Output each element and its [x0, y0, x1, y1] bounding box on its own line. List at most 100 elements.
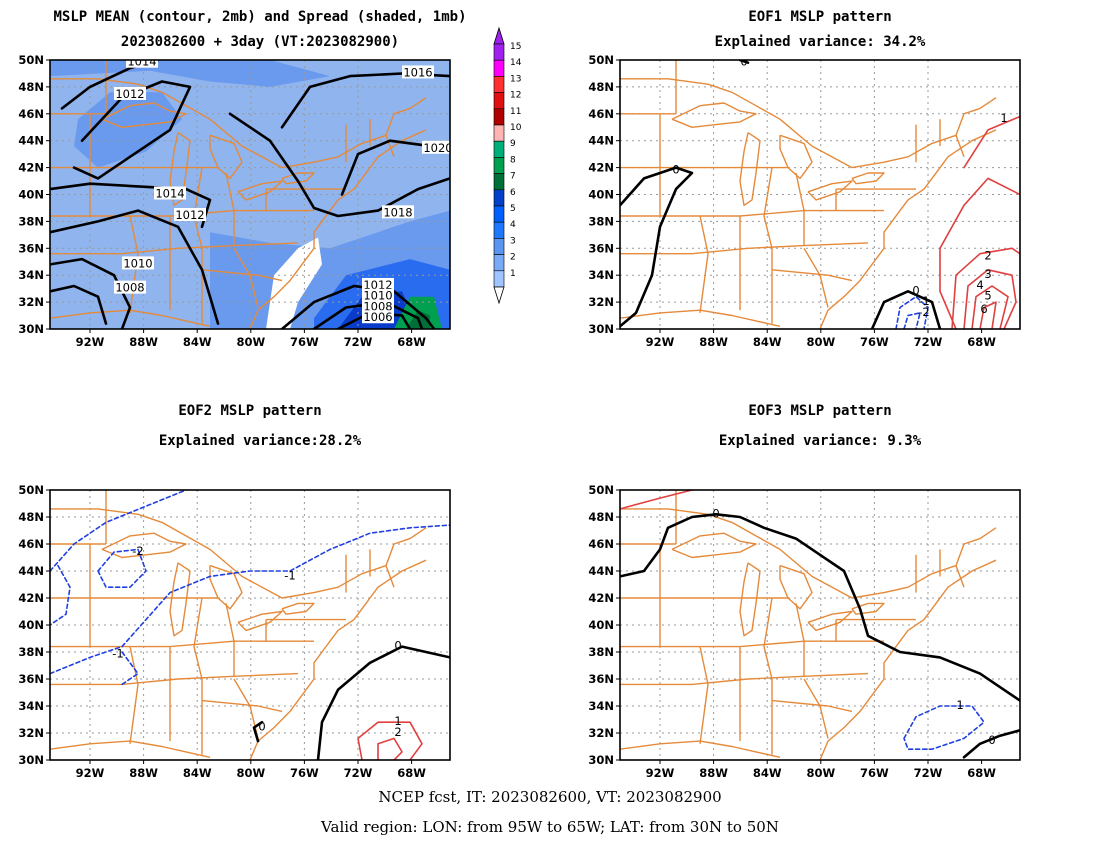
coastline-border	[763, 167, 773, 324]
lat-label: 48N	[18, 80, 44, 94]
lat-label: 38N	[588, 214, 614, 228]
coastline-border	[795, 172, 805, 246]
contour-label-bg	[362, 299, 394, 313]
spread-colorbar: 15 14 13 12 11 10 9 8 7 6 5 4 3 2 1	[493, 26, 522, 305]
lon-label: 84W	[753, 766, 782, 780]
coastline-border	[620, 209, 884, 217]
contour-label: 1008	[115, 281, 144, 295]
lat-label: 40N	[18, 618, 44, 632]
coastline-border	[620, 508, 997, 599]
contour-line	[377, 737, 403, 760]
contour-label: 2	[394, 725, 401, 739]
contour-label-bg	[114, 86, 146, 100]
coastline-border	[795, 603, 805, 677]
lon-label: 92W	[76, 335, 105, 349]
lon-label: 88W	[699, 766, 728, 780]
map-panel-4: 0 1 0 50N 48N 46N 44N 42N 40N 38N 36N 34N 32N 30N 92W 8…	[588, 483, 1021, 780]
coastline-border	[249, 559, 427, 760]
lat-label: 50N	[588, 53, 614, 67]
lat-label: 42N	[18, 161, 44, 175]
lon-label: 76W	[290, 766, 319, 780]
contour-line	[951, 247, 1020, 329]
coastline-border	[620, 78, 997, 169]
coastline-border	[169, 132, 191, 206]
contour-label: 1020	[423, 141, 452, 155]
map-area: -1 -2 -1 0 12 0	[50, 490, 450, 760]
colorbar-swatch	[493, 238, 505, 255]
colorbar-label: 2	[510, 253, 516, 263]
coastline-border	[225, 172, 235, 246]
lat-label: 44N	[18, 134, 44, 148]
contour-label: 0	[712, 506, 719, 520]
contour-label: 1018	[383, 205, 412, 219]
lon-label: 72W	[914, 766, 943, 780]
contour-label: 2	[984, 248, 991, 262]
contour-line	[963, 269, 1017, 329]
colorbar-swatch	[493, 157, 505, 174]
lat-label: 46N	[18, 537, 44, 551]
lat-label: 30N	[18, 753, 44, 767]
contour-line	[903, 705, 985, 750]
colorbar-swatch	[493, 59, 505, 77]
colorbar-swatch	[493, 43, 505, 61]
colorbar-swatch	[493, 76, 505, 93]
colorbar-label: 11	[510, 107, 521, 117]
lat-label: 34N	[588, 699, 614, 713]
coastline-border	[955, 565, 965, 588]
contour-line	[870, 290, 942, 329]
panel3-title-line2: Explained variance:28.2%	[158, 433, 362, 449]
contour-label-bg	[126, 60, 158, 68]
contour-line	[50, 524, 450, 675]
lat-label: 48N	[18, 510, 44, 524]
lat-label: 46N	[18, 107, 44, 121]
lat-label: 32N	[18, 726, 44, 740]
lat-label: 48N	[588, 80, 614, 94]
contour-label: 0	[912, 283, 919, 297]
coastline-border	[803, 678, 829, 739]
coastline-border	[50, 242, 299, 255]
map-panel-2: 001234560-1-250N48N46N44N42N40N38N36N34N…	[588, 53, 1021, 349]
lon-label: 72W	[344, 766, 373, 780]
lon-label: 72W	[914, 335, 943, 349]
lat-label: 46N	[588, 107, 614, 121]
contour-label: 0	[258, 720, 265, 734]
lat-label: 38N	[18, 214, 44, 228]
coastline-border	[771, 269, 853, 282]
coastline-border	[699, 646, 709, 744]
contour-line	[357, 721, 423, 760]
contour-label-bg	[174, 208, 206, 222]
contour-line	[121, 651, 139, 686]
colorbar-swatch	[493, 254, 505, 272]
coastline-border	[739, 562, 761, 637]
lon-label: 76W	[860, 766, 889, 780]
colorbar-swatch	[493, 108, 505, 126]
lon-label: 68W	[397, 766, 426, 780]
spread-shade-northwest	[74, 92, 182, 168]
lon-label: 88W	[129, 766, 158, 780]
coastline-border	[385, 565, 395, 588]
lat-label: 34N	[18, 699, 44, 713]
contour-label: 0	[672, 162, 679, 176]
contour-line	[50, 209, 220, 325]
coastline-border	[620, 672, 869, 686]
coastline-border	[225, 603, 235, 677]
coastline-border	[129, 646, 139, 744]
contour-line	[620, 490, 693, 510]
contour-line	[971, 285, 1009, 329]
map-area: 0 1 0	[620, 490, 1020, 760]
contour-line	[963, 115, 1020, 169]
contour-line	[903, 312, 921, 329]
colorbar-label: 15	[510, 42, 521, 52]
lon-label: 92W	[76, 766, 105, 780]
contour-label: 1	[956, 698, 963, 712]
lat-label: 40N	[588, 618, 614, 632]
colorbar-label: 1	[510, 269, 516, 279]
lon-label: 88W	[129, 335, 158, 349]
coastline-border	[237, 610, 283, 632]
lon-label: 80W	[806, 766, 835, 780]
colorbar-swatch	[493, 205, 505, 223]
contour-label: 1010	[363, 289, 392, 303]
colorbar-label: 8	[510, 155, 516, 165]
lat-label: 42N	[588, 161, 614, 175]
